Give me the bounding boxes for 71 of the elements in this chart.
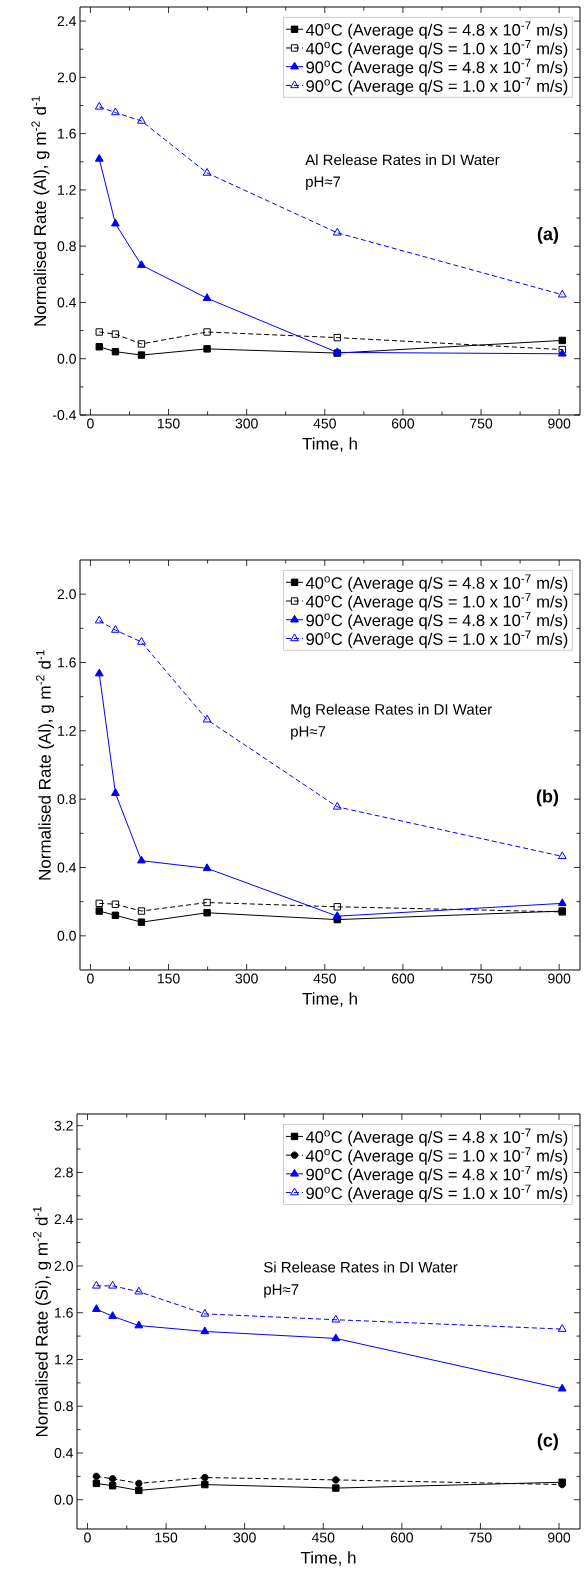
annotation: (b) xyxy=(536,789,559,807)
annotation: Si Release Rates in DI Water xyxy=(263,1261,458,1273)
y-tick-label: 1.2 xyxy=(58,725,76,736)
y-tick-label: 1.2 xyxy=(55,1354,73,1365)
x-tick-label: 300 xyxy=(235,418,258,429)
x-tick-label: 0 xyxy=(84,1532,91,1543)
x-tick-label: 750 xyxy=(470,418,493,429)
y-tick-label: 2.0 xyxy=(57,589,76,600)
y-tick-label: 1.6 xyxy=(58,657,76,668)
x-tick-label: 0 xyxy=(87,418,94,429)
x-tick-label: 900 xyxy=(548,418,571,429)
y-tick-label: 3.2 xyxy=(54,1120,73,1131)
y-tick-label: 2.4 xyxy=(54,1214,74,1225)
x-tick-label: 600 xyxy=(391,418,415,429)
x-tick-label: 600 xyxy=(391,973,415,984)
legend-label: 90$^{o}$C (Average q/S = 4.8 x 10$^{-7}$ m/s) xyxy=(306,611,568,630)
y-tick-label: 0.4 xyxy=(57,297,77,308)
annotation: Al Release Rates in DI Water xyxy=(305,154,500,166)
x-axis-title: Time, h xyxy=(300,1551,356,1566)
legend-label: 40$^{o}$C (Average q/S = 1.0 x 10$^{-7}$ m/s) xyxy=(305,40,568,58)
y-tick-label: 0.0 xyxy=(57,353,76,364)
annotation: Mg Release Rates in DI Water xyxy=(291,703,492,718)
x-tick-label: 900 xyxy=(548,973,571,984)
annotation: (a) xyxy=(537,227,559,244)
annotation: pH≈7 xyxy=(264,1284,299,1298)
x-tick-label: 900 xyxy=(548,1532,571,1543)
y-tick-label: 0.0 xyxy=(54,1494,73,1505)
y-tick-label: 2.0 xyxy=(54,1260,73,1271)
y-tick-label: 1.6 xyxy=(58,128,76,139)
x-axis-title: Time, h xyxy=(302,992,357,1007)
y-tick-label: 1.2 xyxy=(58,184,76,195)
x-tick-label: 150 xyxy=(157,418,180,429)
y-tick-label: 0.8 xyxy=(54,1401,73,1412)
legend-label: 90$^{o}$C (Average q/S = 1.0 x 10$^{-7}$ m/s) xyxy=(306,77,568,96)
x-tick-label: 750 xyxy=(469,1532,492,1543)
legend-label: 40$^{o}$C (Average q/S = 1.0 x 10$^{-7}$ m/s) xyxy=(305,593,568,611)
y-axis-title: Normalised Rate (Al), g m$^{-2}$ d$^{-1}$ xyxy=(31,96,50,326)
x-tick-label: 450 xyxy=(313,418,336,429)
x-tick-label: 150 xyxy=(157,973,180,984)
annotation: pH≈7 xyxy=(291,726,326,740)
legend-label: 40$^{o}$C (Average q/S = 4.8 x 10$^{-7}$ m/s) xyxy=(305,1128,568,1147)
x-axis-title: Time, h xyxy=(302,437,357,452)
legend-label: 40$^{o}$C (Average q/S = 4.8 x 10$^{-7}$ m/s) xyxy=(305,574,568,593)
x-tick-label: 600 xyxy=(390,1532,413,1543)
y-tick-label: -0.4 xyxy=(52,410,77,420)
y-tick-label: 2.4 xyxy=(57,16,77,26)
y-tick-label: 0.0 xyxy=(57,930,76,941)
x-tick-label: 300 xyxy=(233,1532,256,1543)
y-tick-label: 0.4 xyxy=(57,862,77,873)
y-tick-label: 0.4 xyxy=(54,1448,74,1458)
legend-label: 40$^{o}$C (Average q/S = 1.0 x 10$^{-7}$ m/s) xyxy=(305,1147,568,1165)
x-tick-label: 450 xyxy=(311,1532,335,1543)
x-tick-label: 150 xyxy=(155,1532,178,1543)
legend-label: 40$^{o}$C (Average q/S = 4.8 x 10$^{-7}$ m/s) xyxy=(305,21,568,40)
legend-label: 90$^{o}$C (Average q/S = 4.8 x 10$^{-7}$ m/s) xyxy=(306,1166,568,1184)
annotation: (c) xyxy=(537,1433,558,1451)
y-axis-title: Normalised Rate (Si), g m$^{-2}$ d$^{-1}$ xyxy=(33,1206,52,1437)
y-tick-label: 1.6 xyxy=(55,1307,73,1318)
x-tick-label: 300 xyxy=(235,973,258,984)
annotation: pH≈7 xyxy=(306,176,341,190)
legend-label: 90$^{o}$C (Average q/S = 1.0 x 10$^{-7}$ m/s) xyxy=(306,630,568,649)
y-tick-label: 2.0 xyxy=(57,72,76,83)
y-tick-label: 0.8 xyxy=(57,794,76,805)
x-tick-label: 0 xyxy=(87,973,94,984)
y-tick-label: 2.8 xyxy=(54,1167,73,1178)
legend-label: 90$^{o}$C (Average q/S = 1.0 x 10$^{-7}$ m/s) xyxy=(306,1184,568,1203)
legend-label: 90$^{o}$C (Average q/S = 4.8 x 10$^{-7}$ m/s) xyxy=(306,58,568,77)
x-tick-label: 450 xyxy=(313,973,336,984)
y-axis-title: Normalised Rate (Al), g m$^{-2}$ d$^{-1}$ xyxy=(36,650,55,880)
x-tick-label: 750 xyxy=(470,973,493,984)
y-tick-label: 0.8 xyxy=(57,241,76,252)
